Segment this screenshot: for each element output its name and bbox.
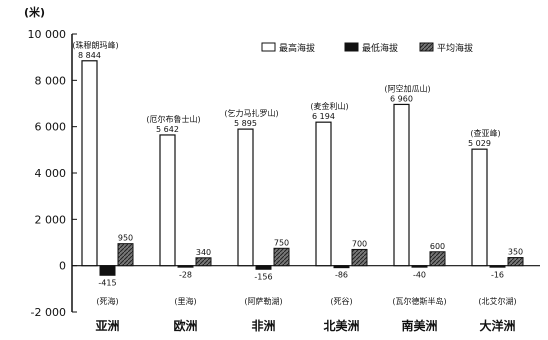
bar-average — [429, 251, 446, 267]
bar-highest — [315, 121, 332, 267]
y-tick-label: 0 — [59, 260, 66, 273]
bar-average — [351, 248, 368, 267]
bar-average — [273, 247, 290, 267]
label-average-value: 600 — [430, 242, 445, 251]
legend-label: 最高海拔 — [279, 42, 315, 54]
label-highest-value: 5 642 — [156, 125, 179, 134]
bar-highest — [471, 148, 488, 267]
y-tick-label: 6 000 — [35, 121, 67, 134]
legend-swatch — [344, 42, 359, 52]
label-lowest-value: -16 — [491, 271, 504, 280]
label-lowest-place: (阿萨勒湖) — [244, 296, 282, 306]
category-label: 大洋洲 — [479, 318, 515, 333]
bar-highest — [393, 103, 410, 267]
label-highest-place: (珠穆朗玛峰) — [72, 40, 118, 50]
y-axis-unit-label: (米) — [24, 5, 45, 19]
label-lowest-value: -86 — [335, 271, 348, 280]
label-highest-value: 5 895 — [234, 119, 257, 128]
label-average-value: 340 — [196, 248, 211, 257]
y-tick-label: 8 000 — [35, 74, 67, 87]
label-lowest-value: -40 — [413, 271, 426, 280]
legend: 最高海拔 最低海拔 平均海拔 — [261, 42, 473, 54]
label-highest-value: 8 844 — [78, 51, 101, 60]
bar-lowest — [411, 265, 428, 268]
label-highest-place: (阿空加瓜山) — [384, 83, 430, 93]
category-label: 非洲 — [251, 318, 275, 333]
bar-lowest — [333, 265, 350, 269]
legend-label: 最低海拔 — [362, 42, 398, 54]
label-average-value: 950 — [118, 234, 133, 243]
category-label: 亚洲 — [95, 319, 119, 333]
label-lowest-value: -415 — [98, 278, 116, 287]
y-tick-label: 10 000 — [28, 28, 67, 41]
y-tick-label: 4 000 — [35, 167, 67, 180]
label-highest-place: (厄尔布鲁士山) — [146, 114, 200, 124]
label-lowest-place: (死海) — [96, 296, 118, 306]
legend-swatch — [261, 42, 276, 52]
bar-highest — [237, 128, 254, 267]
bar-highest — [81, 60, 98, 267]
label-average-value: 350 — [508, 248, 523, 257]
legend-label: 平均海拔 — [437, 42, 473, 54]
bar-average — [195, 257, 212, 267]
bar-lowest — [255, 265, 272, 270]
label-highest-value: 6 194 — [312, 112, 335, 121]
category-label: 南美洲 — [401, 318, 437, 333]
label-highest-value: 5 029 — [468, 139, 491, 148]
label-highest-value: 6 960 — [390, 94, 413, 103]
label-lowest-value: -28 — [179, 271, 192, 280]
category-label: 北美洲 — [323, 318, 359, 333]
label-highest-place: (乞力马扎罗山) — [224, 108, 278, 118]
label-lowest-place: (里海) — [174, 296, 196, 306]
category-label: 欧洲 — [173, 318, 197, 333]
y-tick-label: -2 000 — [31, 306, 66, 319]
label-highest-place: (查亚峰) — [470, 128, 500, 138]
bars-group — [81, 60, 524, 276]
bar-lowest — [489, 265, 506, 268]
data-labels-group: 8 844(珠穆朗玛峰) -415 (死海) 950 5 642(厄尔布鲁士山) -28 (… — [72, 40, 523, 306]
label-average-value: 700 — [352, 239, 367, 248]
label-lowest-place: (瓦尔德斯半岛) — [392, 296, 446, 306]
label-lowest-place: (死谷) — [330, 297, 352, 306]
label-lowest-value: -156 — [254, 272, 272, 281]
bar-average — [507, 257, 524, 267]
bar-lowest — [99, 265, 116, 276]
legend-swatch — [419, 42, 434, 52]
y-tick-label: 2 000 — [35, 213, 67, 226]
label-lowest-place: (北艾尔湖) — [478, 296, 516, 306]
category-labels-group: 亚洲 欧洲 非洲 北美洲 南美洲 大洋洲 — [95, 318, 515, 333]
bar-lowest — [177, 265, 194, 268]
bar-average — [117, 243, 134, 267]
y-axis: -2 000 0 2 000 4 000 6 000 8 000 10 000 — [28, 28, 540, 319]
bar-highest — [159, 134, 176, 267]
label-average-value: 750 — [274, 238, 289, 247]
label-highest-place: (麦金利山) — [310, 101, 348, 111]
